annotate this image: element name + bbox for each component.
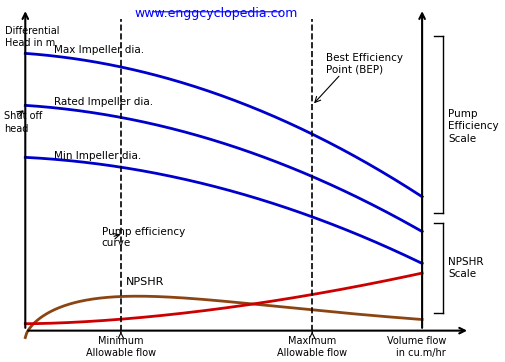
Text: NPSHR: NPSHR bbox=[125, 277, 164, 287]
Text: www.enggcyclopedia.com: www.enggcyclopedia.com bbox=[134, 7, 297, 20]
Text: Shut off
head: Shut off head bbox=[4, 111, 42, 134]
Text: Volume flow
in cu.m/hr: Volume flow in cu.m/hr bbox=[386, 336, 445, 358]
Text: NPSHR
Scale: NPSHR Scale bbox=[447, 257, 483, 279]
Text: Maximum
Allowable flow: Maximum Allowable flow bbox=[277, 336, 346, 358]
Text: Max Impeller dia.: Max Impeller dia. bbox=[54, 45, 144, 55]
Text: Rated Impeller dia.: Rated Impeller dia. bbox=[54, 97, 153, 107]
Text: Min Impeller dia.: Min Impeller dia. bbox=[54, 151, 141, 161]
Text: Best Efficiency
Point (BEP): Best Efficiency Point (BEP) bbox=[326, 53, 402, 75]
Text: Pump
Efficiency
Scale: Pump Efficiency Scale bbox=[447, 109, 498, 144]
Text: Minimum
Allowable flow: Minimum Allowable flow bbox=[86, 336, 156, 358]
Text: Differential
Head in m: Differential Head in m bbox=[5, 26, 60, 48]
Text: Pump efficiency
curve: Pump efficiency curve bbox=[102, 227, 185, 248]
